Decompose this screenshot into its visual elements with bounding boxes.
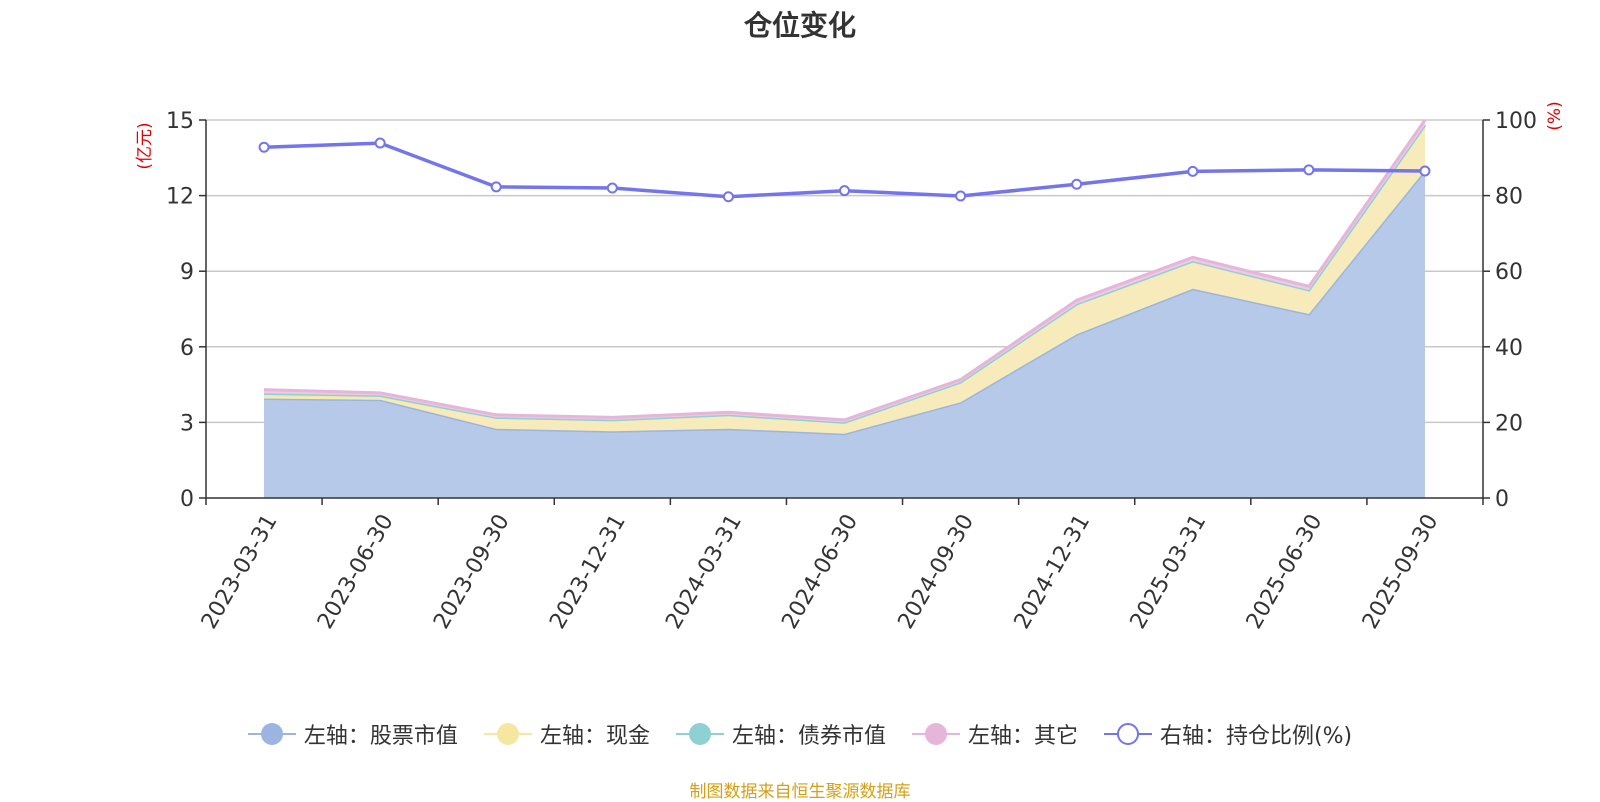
x-axis-tick-label: 2023-06-30: [313, 510, 399, 633]
legend-label-stock: 左轴：股票市值: [303, 724, 458, 749]
x-axis-tick-label: 2023-03-31: [197, 510, 283, 633]
left-axis-tick-label: 12: [166, 185, 194, 210]
ratio-point: [1071, 178, 1083, 190]
legend-marker-ratio: [1103, 723, 1152, 745]
left-axis-tick-label: 0: [180, 487, 194, 512]
legend-label-bond: 左轴：债券市值: [731, 724, 886, 749]
x-axis-tick-label: 2024-09-30: [894, 510, 980, 633]
legend-label-other: 左轴：其它: [967, 724, 1078, 749]
chart-title: 仓位变化: [743, 9, 856, 42]
legend-marker-stock: [247, 723, 296, 745]
x-axis-tick-label: 2025-03-31: [1126, 510, 1212, 633]
data-source-note: 制图数据来自恒生聚源数据库: [689, 782, 911, 802]
legend-item-bond[interactable]: 左轴：债券市值: [675, 718, 886, 750]
x-axis-tick-label: 2025-06-30: [1242, 510, 1328, 633]
left-axis-unit-label: (亿元): [135, 122, 155, 169]
x-axis-tick-label: 2024-12-31: [1010, 510, 1096, 633]
x-axis-tick-label: 2024-03-31: [661, 510, 747, 633]
ratio-point: [490, 181, 502, 193]
legend-item-cash[interactable]: 左轴：现金: [483, 718, 650, 750]
right-axis-tick-label: 100: [1495, 109, 1537, 134]
legend-item-ratio[interactable]: 右轴：持仓比例(%): [1103, 718, 1353, 750]
x-axis-tick-label: 2025-09-30: [1358, 510, 1444, 633]
legend-marker-other: [911, 723, 960, 745]
left-axis-tick-label: 3: [180, 411, 194, 436]
ratio-point: [606, 182, 618, 194]
left-axis-tick-label: 6: [180, 336, 194, 361]
ratio-point: [839, 185, 850, 197]
right-axis-tick-label: 60: [1495, 260, 1523, 285]
right-axis-tick-label: 40: [1495, 336, 1523, 361]
left-axis-tick-label: 9: [180, 260, 194, 285]
legend: 左轴：股票市值 左轴：现金 左轴：债券市值 左轴：其它 右轴：持仓比例(%): [0, 718, 1600, 750]
left-axis-tick-label: 15: [166, 109, 194, 134]
area-series-0: [264, 170, 1425, 498]
right-axis-tick-label: 0: [1495, 487, 1509, 512]
right-axis-tick-label: 80: [1495, 185, 1523, 210]
legend-marker-bond: [675, 723, 724, 745]
ratio-point: [1419, 165, 1431, 177]
legend-item-other[interactable]: 左轴：其它: [911, 718, 1078, 750]
right-axis-tick-label: 20: [1495, 411, 1523, 436]
legend-label-ratio: 右轴：持仓比例(%): [1159, 724, 1353, 749]
area-line-series-3: [263, 119, 1427, 422]
ratio-point: [1187, 165, 1199, 177]
x-axis-tick-label: 2024-06-30: [777, 510, 863, 633]
ratio-point: [1303, 164, 1315, 176]
legend-label-cash: 左轴：现金: [539, 724, 650, 749]
x-axis-tick-label: 2023-09-30: [429, 510, 515, 633]
ratio-point: [722, 191, 734, 203]
x-axis-tick-label: 2023-12-31: [545, 510, 631, 633]
ratio-point: [258, 141, 270, 153]
legend-marker-cash: [483, 723, 532, 745]
legend-item-stock[interactable]: 左轴：股票市值: [247, 718, 458, 750]
ratio-point: [374, 137, 386, 149]
right-axis-unit-label: (%): [1545, 101, 1565, 130]
area-series-1: [264, 125, 1425, 434]
ratio-point: [955, 190, 967, 202]
